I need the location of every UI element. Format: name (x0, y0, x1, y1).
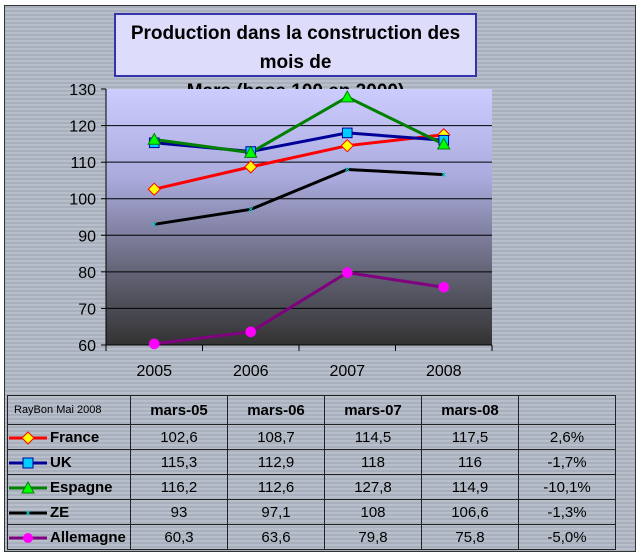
row-label: Espagne (7, 474, 131, 500)
data-point-allemagne (438, 281, 450, 293)
table-header-row: RayBon Mai 2008 mars-05 mars-06 mars-07 … (7, 395, 616, 425)
table-cell: 117,5 (421, 424, 519, 450)
data-point-france (340, 138, 354, 153)
table-cell: 127,8 (324, 474, 422, 500)
table-cell: 108 (324, 499, 422, 525)
series-name: UK (50, 453, 72, 471)
table-cell: 63,6 (227, 524, 325, 550)
series-name: ZE (50, 503, 70, 521)
legend-triangle-icon (9, 480, 47, 494)
y-tick-label: 120 (69, 119, 96, 136)
data-point-allemagne (148, 338, 160, 350)
table-cell: -10,1% (518, 474, 616, 500)
plot-area (106, 89, 492, 345)
data-point-uk (341, 127, 353, 139)
table-row: Allemagne 60,3 63,6 79,8 75,8 -5,0% (7, 524, 616, 550)
legend-diamond-icon (9, 430, 47, 445)
x-tick-label: 2008 (426, 363, 462, 380)
series-line-allemagne (154, 271, 444, 346)
table-cell: 106,6 (421, 499, 519, 525)
table-cell: 115,3 (130, 449, 228, 475)
data-point-espagne (147, 132, 162, 145)
table-cell: 114,5 (324, 424, 422, 450)
table-cell: 114,9 (421, 474, 519, 500)
table-cell: 112,9 (227, 449, 325, 475)
data-point-allemagne (245, 326, 257, 338)
data-point-espagne (436, 137, 451, 150)
column-header: mars-07 (324, 395, 422, 425)
series-name: Allemagne (50, 528, 126, 546)
row-label: ZE (7, 499, 131, 525)
table-row: Espagne 116,2 112,6 127,8 114,9 -10,1% (7, 474, 616, 500)
credit-label: RayBon Mai 2008 (7, 395, 131, 425)
x-tick-label: 2006 (233, 363, 269, 380)
table-cell: 75,8 (421, 524, 519, 550)
data-point-espagne (340, 90, 355, 103)
table-cell: 102,6 (130, 424, 228, 450)
table-cell: 97,1 (227, 499, 325, 525)
table-cell: 108,7 (227, 424, 325, 450)
y-tick-label: 130 (69, 82, 96, 99)
table-cell: -5,0% (518, 524, 616, 550)
y-tick-label: 70 (78, 301, 96, 318)
data-point-ze (151, 221, 157, 227)
table-cell: 116 (421, 449, 519, 475)
y-tick-label: 90 (78, 228, 96, 245)
data-point-allemagne (341, 267, 353, 278)
table-cell: 79,8 (324, 524, 422, 550)
row-label: France (7, 424, 131, 450)
legend-x-icon (9, 510, 47, 515)
table-row: ZE 93 97,1 108 106,6 -1,3% (7, 499, 616, 525)
line-chart: 60 70 80 90 100 110 120 130 2005 2006 2007 2008 (69, 82, 493, 380)
data-point-ze (344, 167, 350, 172)
table-row: France 102,6 108,7 114,5 117,5 2,6% (7, 424, 616, 450)
data-table: RayBon Mai 2008 mars-05 mars-06 mars-07 … (7, 395, 616, 550)
table-row: UK 115,3 112,9 118 116 -1,7% (7, 449, 616, 475)
row-label: Allemagne (7, 524, 131, 550)
row-label: UK (7, 449, 131, 475)
x-tick-label: 2007 (329, 363, 365, 380)
x-tick-label: 2005 (136, 363, 172, 380)
y-tick-label: 100 (69, 192, 96, 209)
column-header: mars-05 (130, 395, 228, 425)
table-cell: 118 (324, 449, 422, 475)
table-cell: 112,6 (227, 474, 325, 500)
table-cell: 116,2 (130, 474, 228, 500)
series-name: Espagne (50, 478, 113, 496)
data-point-ze (248, 206, 254, 212)
column-header: mars-08 (421, 395, 519, 425)
series-line-espagne (154, 95, 445, 155)
y-tick-label: 80 (78, 265, 96, 282)
data-point-espagne (243, 145, 258, 158)
data-point-france (244, 160, 258, 174)
column-header (518, 395, 616, 425)
table-cell: 2,6% (518, 424, 616, 450)
series-line-france (153, 133, 444, 191)
series-line-ze (154, 167, 444, 226)
y-tick-label: 60 (78, 338, 96, 355)
title-line-1: Production dans la construction des mois… (130, 23, 461, 73)
table-cell: 93 (130, 499, 228, 525)
y-tick-label: 110 (70, 155, 96, 172)
column-header: mars-06 (227, 395, 325, 425)
table-cell: -1,3% (518, 499, 616, 525)
chart-frame: Production dans la construction des mois… (4, 5, 636, 552)
series-name: France (50, 428, 100, 446)
table-cell: 60,3 (130, 524, 228, 550)
legend-circle-icon (9, 532, 47, 543)
data-point-france (147, 182, 161, 196)
legend-square-icon (9, 457, 47, 469)
chart-title: Production dans la construction des mois… (114, 13, 477, 102)
table-cell: -1,7% (518, 449, 616, 475)
data-point-ze (441, 172, 447, 177)
